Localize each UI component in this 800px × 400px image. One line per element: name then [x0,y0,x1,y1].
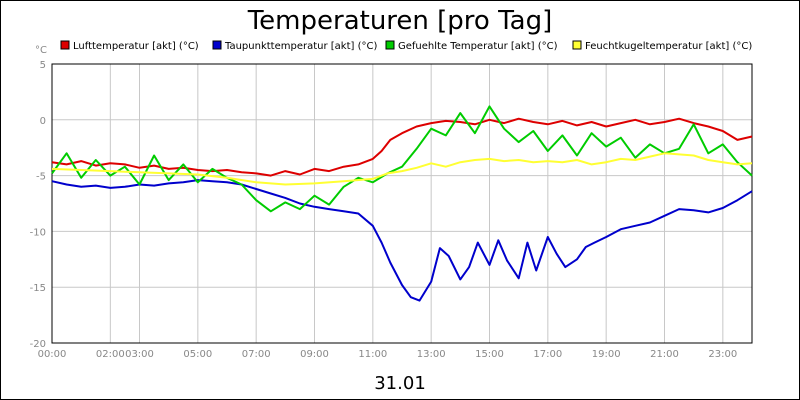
x-tick-label: 02:00 [96,349,125,360]
legend-swatch-0 [60,40,70,50]
y-axis: 5 0 -5 -10 -15 -20 [30,60,46,350]
x-tick-label: 13:00 [417,349,446,360]
x-tick-label: 19:00 [592,349,621,360]
date-label: 31.01 [374,373,426,394]
y-tick-label: -10 [30,227,46,238]
x-tick-label: 23:00 [708,349,737,360]
x-tick-label: 17:00 [533,349,562,360]
series-line-1 [51,179,753,302]
series-line-0 [51,117,753,177]
series-line-2 [51,105,753,213]
y-tick-label: -5 [36,172,46,183]
grid [51,63,752,344]
legend-swatch-2 [385,40,395,50]
series-line-3 [51,152,753,186]
legend-label-0: Lufttemperatur [akt] (°C) [73,41,199,52]
legend-label-3: Feuchtkugeltemperatur [akt] (°C) [585,41,752,52]
legend-swatch-1 [212,40,222,50]
legend-label-2: Gefuehlte Temperatur [akt] (°C) [398,41,558,52]
x-axis: 00:00 02:00 03:00 05:00 07:00 09:00 11:00 13:00… [38,349,738,360]
y-tick-label: -20 [30,339,46,350]
y-axis-unit: °C [35,45,47,56]
y-tick-label: 0 [40,116,46,127]
x-tick-label: 09:00 [300,349,329,360]
x-tick-label: 21:00 [650,349,679,360]
x-tick-label: 03:00 [125,349,154,360]
x-tick-label: 05:00 [183,349,212,360]
legend: Lufttemperatur [akt] (°C) Taupunkttempera… [60,40,752,52]
plot-border [51,63,753,344]
series-layer [51,105,753,302]
legend-swatch-3 [572,40,582,50]
x-tick-label: 00:00 [38,349,67,360]
legend-label-1: Taupunkttemperatur [akt] (°C) [224,41,377,52]
x-tick-label: 15:00 [475,349,504,360]
y-tick-label: -15 [30,283,46,294]
x-tick-label: 11:00 [358,349,387,360]
x-tick-label: 07:00 [242,349,271,360]
plot-area [51,63,753,344]
y-tick-label: 5 [40,60,46,71]
chart-title: Temperaturen [pro Tag] [247,6,553,36]
